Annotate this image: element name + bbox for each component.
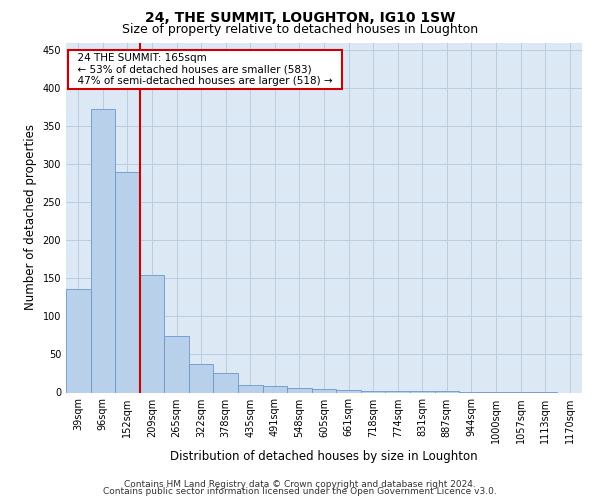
Bar [189, 364, 214, 392]
Bar [140, 274, 164, 392]
Bar [410, 391, 434, 392]
Text: 24 THE SUMMIT: 165sqm  
  ← 53% of detached houses are smaller (583)  
  47% of : 24 THE SUMMIT: 165sqm ← 53% of detached … [71, 53, 339, 86]
Text: 24, THE SUMMIT, LOUGHTON, IG10 1SW: 24, THE SUMMIT, LOUGHTON, IG10 1SW [145, 11, 455, 25]
Y-axis label: Number of detached properties: Number of detached properties [24, 124, 37, 310]
Bar [287, 388, 312, 392]
X-axis label: Distribution of detached houses by size in Loughton: Distribution of detached houses by size … [170, 450, 478, 463]
Bar [336, 390, 361, 392]
Text: Contains public sector information licensed under the Open Government Licence v3: Contains public sector information licen… [103, 488, 497, 496]
Bar [115, 172, 140, 392]
Bar [214, 374, 238, 392]
Bar [91, 110, 115, 393]
Bar [66, 289, 91, 393]
Bar [361, 391, 385, 392]
Text: Size of property relative to detached houses in Loughton: Size of property relative to detached ho… [122, 22, 478, 36]
Bar [312, 390, 336, 392]
Bar [434, 391, 459, 392]
Bar [238, 385, 263, 392]
Text: Contains HM Land Registry data © Crown copyright and database right 2024.: Contains HM Land Registry data © Crown c… [124, 480, 476, 489]
Bar [385, 391, 410, 392]
Bar [164, 336, 189, 392]
Bar [263, 386, 287, 392]
